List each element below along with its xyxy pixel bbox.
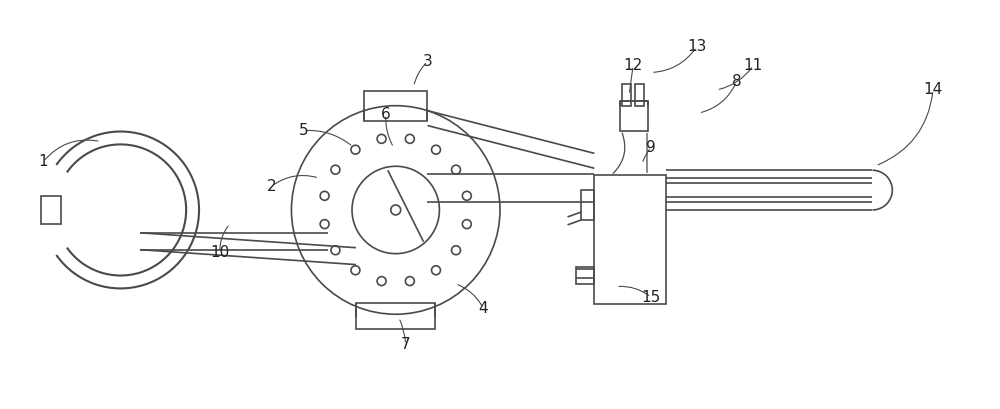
Text: 7: 7 — [401, 337, 410, 352]
Bar — [356, 303, 435, 329]
Text: 11: 11 — [744, 58, 763, 73]
Bar — [41, 196, 61, 224]
Bar — [622, 84, 631, 106]
Text: 14: 14 — [923, 83, 943, 97]
Text: 9: 9 — [646, 140, 656, 155]
Text: 1: 1 — [38, 154, 48, 169]
Bar — [576, 267, 594, 284]
Text: 8: 8 — [732, 74, 741, 89]
Text: 6: 6 — [381, 107, 391, 122]
Text: 12: 12 — [623, 58, 643, 73]
Text: 3: 3 — [423, 54, 432, 69]
Bar — [364, 91, 427, 121]
Bar — [635, 84, 644, 106]
Text: 15: 15 — [641, 290, 661, 305]
Text: 4: 4 — [478, 301, 488, 316]
Bar — [594, 175, 666, 304]
Bar — [581, 190, 594, 220]
Text: 2: 2 — [267, 179, 276, 194]
Text: 10: 10 — [210, 245, 230, 260]
Text: 13: 13 — [687, 39, 706, 54]
Text: 5: 5 — [299, 123, 308, 138]
Bar — [620, 101, 648, 130]
